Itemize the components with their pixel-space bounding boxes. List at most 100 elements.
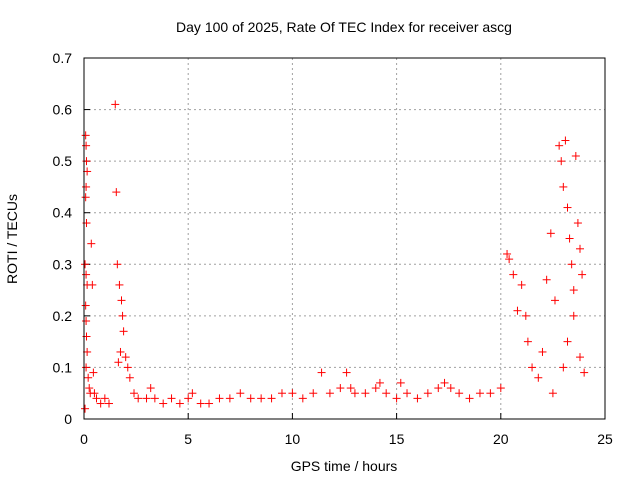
data-point <box>116 347 125 356</box>
data-point <box>257 394 266 403</box>
data-point <box>117 296 126 305</box>
data-point <box>87 239 96 248</box>
data-point <box>100 394 109 403</box>
x-tick-label: 0 <box>80 431 88 447</box>
data-point <box>517 280 526 289</box>
data-point <box>159 399 168 408</box>
data-point <box>205 399 214 408</box>
data-point <box>523 337 532 346</box>
data-point <box>550 296 559 305</box>
data-point <box>130 389 139 398</box>
data-point <box>115 280 124 289</box>
y-tick-label: 0.7 <box>53 50 73 66</box>
data-point <box>567 260 576 269</box>
data-point <box>123 363 132 372</box>
data-point <box>565 234 574 243</box>
data-point <box>563 203 572 212</box>
data-point <box>403 389 412 398</box>
data-point <box>423 389 432 398</box>
data-point <box>82 141 91 150</box>
data-point <box>371 384 380 393</box>
data-point <box>96 399 105 408</box>
grid <box>84 58 605 419</box>
y-tick-label: 0.6 <box>53 102 73 118</box>
data-point <box>82 270 91 279</box>
data-point <box>561 136 570 145</box>
x-tick-label: 25 <box>597 431 613 447</box>
data-point <box>118 311 127 320</box>
data-point <box>475 389 484 398</box>
data-point <box>496 384 505 393</box>
data-point <box>559 182 568 191</box>
data-point <box>119 327 128 336</box>
data-point <box>167 394 176 403</box>
data-point <box>81 404 90 413</box>
data-point <box>559 363 568 372</box>
data-point <box>113 260 122 269</box>
y-tick-label: 0.4 <box>53 205 73 221</box>
data-point <box>486 389 495 398</box>
data-point <box>538 347 547 356</box>
data-point <box>382 389 391 398</box>
data-point <box>82 317 91 326</box>
data-point <box>84 373 93 382</box>
data-point <box>571 151 580 160</box>
data-point <box>298 394 307 403</box>
data-point <box>81 193 90 202</box>
data-point <box>82 363 91 372</box>
x-tick-label: 15 <box>389 431 405 447</box>
data-point <box>375 378 384 387</box>
data-point <box>81 260 90 269</box>
data-point <box>548 389 557 398</box>
data-point <box>569 286 578 295</box>
data-point <box>89 368 98 377</box>
data-point <box>575 353 584 362</box>
data-point <box>184 394 193 403</box>
data-point <box>125 373 134 382</box>
chart-title: Day 100 of 2025, Rate Of TEC Index for r… <box>176 19 512 35</box>
data-point <box>350 389 359 398</box>
data-point <box>569 311 578 320</box>
x-axis-label: GPS time / hours <box>291 458 398 474</box>
data-point <box>215 394 224 403</box>
data-point <box>196 399 205 408</box>
data-point <box>236 389 245 398</box>
data-point <box>82 182 91 191</box>
data-point <box>114 358 123 367</box>
data-point <box>85 384 94 393</box>
data-point <box>288 389 297 398</box>
data-point <box>81 131 90 140</box>
data-point <box>267 394 276 403</box>
y-tick-label: 0.5 <box>53 153 73 169</box>
data-point <box>446 384 455 393</box>
y-tick-label: 0.2 <box>53 308 73 324</box>
data-point <box>105 399 114 408</box>
data-point <box>503 249 512 258</box>
data-point <box>225 394 234 403</box>
data-point <box>563 337 572 346</box>
data-point <box>392 394 401 403</box>
data-point <box>455 389 464 398</box>
y-axis-label: ROTI / TECUs <box>4 194 20 284</box>
data-point <box>546 229 555 238</box>
data-point <box>434 384 443 393</box>
data-point <box>146 384 155 393</box>
data-point <box>121 353 130 362</box>
data-point <box>573 219 582 228</box>
data-point <box>534 373 543 382</box>
data-point <box>134 394 143 403</box>
data-point <box>361 389 370 398</box>
y-tick-label: 0 <box>64 411 72 427</box>
data-point <box>246 394 255 403</box>
data-point <box>521 311 530 320</box>
data-point <box>578 270 587 279</box>
data-point <box>175 399 184 408</box>
data-point <box>90 389 99 398</box>
data-point <box>575 244 584 253</box>
data-point <box>142 394 151 403</box>
y-tick-label: 0.1 <box>53 359 73 375</box>
data-point <box>112 188 121 197</box>
data-point <box>580 368 589 377</box>
